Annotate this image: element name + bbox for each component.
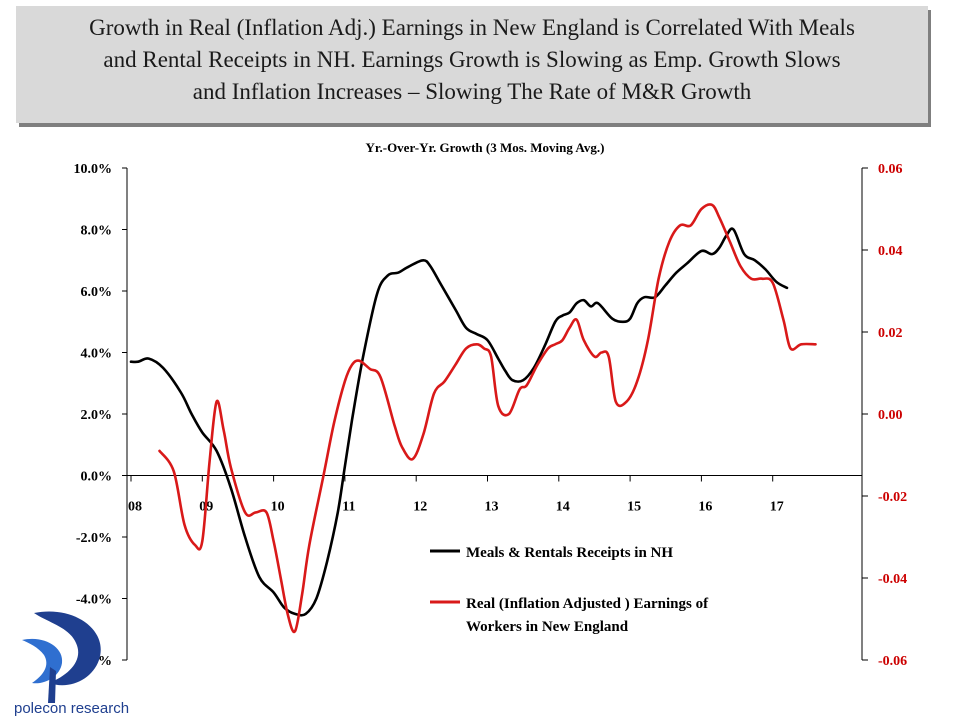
title-box: Growth in Real (Inflation Adj.) Earnings… bbox=[16, 6, 928, 123]
x-axis-tick-label: 16 bbox=[698, 500, 712, 515]
legend-label-earnings-1: Real (Inflation Adjusted ) Earnings of bbox=[466, 596, 709, 612]
polecon-logo-icon bbox=[22, 611, 101, 703]
chart-title: Yr.-Over-Yr. Growth (3 Mos. Moving Avg.) bbox=[366, 140, 605, 155]
title-line-3: and Inflation Increases – Slowing The Ra… bbox=[192, 79, 752, 104]
x-axis-tick-label: 13 bbox=[485, 500, 499, 515]
left-axis: 10.0%8.0%6.0%4.0%2.0%0.0%-2.0%-4.0%-6.0% bbox=[74, 162, 128, 669]
left-axis-tick-label: 8.0% bbox=[81, 224, 113, 239]
right-axis-tick-label: -0.02 bbox=[878, 490, 907, 505]
left-axis-tick-label: 4.0% bbox=[81, 347, 113, 362]
x-axis-tick-label: 15 bbox=[627, 500, 641, 515]
logo-text: polecon research bbox=[14, 700, 130, 717]
series-lines bbox=[129, 203, 817, 634]
x-axis-tick-label: 14 bbox=[556, 500, 570, 515]
right-axis: 0.06 0.04 0.02 0.00 -0.02 -0.04 -0.06 bbox=[861, 162, 907, 669]
left-axis-tick-label: 10.0% bbox=[74, 162, 113, 177]
x-axis: 08 09 10 11 12 13 14 15 16 17 bbox=[127, 475, 862, 515]
right-axis-tick-label: 0.02 bbox=[878, 326, 903, 341]
legend: Meals & Rentals Receipts in NH Real (Inf… bbox=[430, 545, 709, 635]
left-axis-tick-label: 6.0% bbox=[81, 285, 113, 300]
series-line-earnings bbox=[158, 203, 817, 634]
left-axis-tick-label: 2.0% bbox=[81, 408, 113, 423]
x-axis-tick-label: 11 bbox=[342, 500, 355, 515]
right-axis-tick-label: -0.06 bbox=[878, 654, 907, 669]
right-axis-tick-label: 0.00 bbox=[878, 408, 903, 423]
title-line-2: and Rental Receipts in NH. Earnings Grow… bbox=[103, 47, 841, 72]
right-axis-tick-label: 0.06 bbox=[878, 162, 903, 177]
series-line-meals bbox=[129, 227, 789, 617]
legend-label-earnings-2: Workers in New England bbox=[466, 619, 629, 635]
left-axis-tick-label: -4.0% bbox=[76, 593, 112, 608]
right-axis-tick-label: -0.04 bbox=[878, 572, 907, 587]
title-line-1: Growth in Real (Inflation Adj.) Earnings… bbox=[89, 15, 855, 40]
x-axis-tick-label: 12 bbox=[413, 500, 427, 515]
legend-label-meals: Meals & Rentals Receipts in NH bbox=[466, 545, 673, 561]
left-axis-tick-label: -2.0% bbox=[76, 531, 112, 546]
left-axis-tick-label: 0.0% bbox=[81, 470, 113, 485]
x-axis-tick-label: 08 bbox=[128, 500, 142, 515]
right-axis-tick-label: 0.04 bbox=[878, 244, 903, 259]
x-axis-tick-label: 10 bbox=[271, 500, 285, 515]
x-axis-tick-label: 17 bbox=[770, 500, 784, 515]
